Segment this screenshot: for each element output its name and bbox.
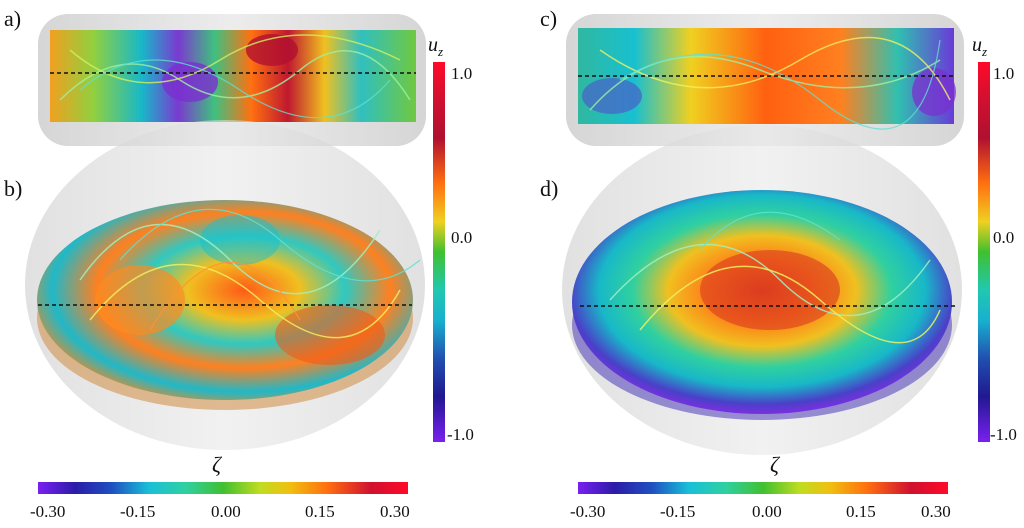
zeta-colorbar-title-right: ζ xyxy=(770,452,779,477)
panel-label-d: d) xyxy=(540,176,559,201)
zeta-tick-left-1: -0.15 xyxy=(120,502,156,521)
zeta-tick-left-3: 0.15 xyxy=(305,502,335,521)
zeta-tick-left-2: 0.00 xyxy=(211,502,241,521)
uz-tick-right-top: 1.0 xyxy=(993,64,1015,83)
zeta-colorbar-left xyxy=(38,482,408,494)
uz-tick-right-mid: 0.0 xyxy=(993,228,1015,247)
zeta-tick-left-0: -0.30 xyxy=(30,502,66,521)
uz-colorbar-title-left: uz xyxy=(428,34,444,59)
uz-tick-right-bottom: -1.0 xyxy=(990,425,1017,444)
zeta-tick-right-3: 0.15 xyxy=(846,502,876,521)
panel-label-a: a) xyxy=(4,6,22,31)
uz-colorbar-left xyxy=(433,62,445,442)
zeta-colorbar-title-left: ζ xyxy=(212,452,221,477)
uz-colorbar-right xyxy=(978,62,990,442)
zeta-colorbar-right xyxy=(578,482,948,494)
panel-c-visualization xyxy=(566,14,964,146)
uz-tick-left-mid: 0.0 xyxy=(451,228,473,247)
panel-label-c: c) xyxy=(540,6,558,31)
zeta-tick-right-2: 0.00 xyxy=(752,502,782,521)
panel-a-visualization xyxy=(38,14,426,146)
panel-label-b: b) xyxy=(4,176,23,201)
uz-colorbar-title-right: uz xyxy=(972,34,988,59)
zeta-tick-right-1: -0.15 xyxy=(660,502,696,521)
panel-d-visualization xyxy=(562,125,962,455)
panel-b-visualization xyxy=(25,120,425,450)
zeta-tick-right-0: -0.30 xyxy=(570,502,606,521)
uz-tick-left-bottom: -1.0 xyxy=(447,425,474,444)
uz-tick-left-top: 1.0 xyxy=(451,64,473,83)
zeta-tick-left-4: 0.30 xyxy=(380,502,410,521)
zeta-tick-right-4: 0.30 xyxy=(921,502,951,521)
